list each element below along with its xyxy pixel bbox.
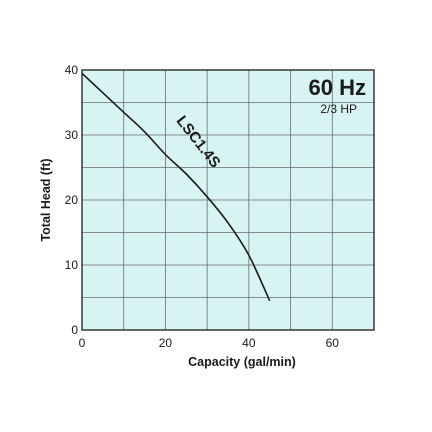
- x-axis-title: Capacity (gal/min): [188, 355, 296, 369]
- x-tick-label: 60: [326, 336, 340, 350]
- power-annotation: 2/3 HP: [320, 102, 357, 116]
- frequency-annotation: 60 Hz: [309, 75, 366, 100]
- y-tick-label: 10: [65, 258, 79, 272]
- x-tick-label: 0: [79, 336, 86, 350]
- series-line-lsc1-4s: [81, 72, 271, 302]
- x-tick-labels: 0 20 40 60: [79, 336, 340, 350]
- y-tick-label: 0: [71, 323, 78, 337]
- y-tick-label: 20: [65, 193, 79, 207]
- grid-lines: [82, 70, 374, 330]
- y-tick-labels: 0 10 20 30 40: [65, 63, 79, 337]
- x-tick-label: 20: [159, 336, 173, 350]
- x-tick-label: 40: [242, 336, 256, 350]
- y-tick-label: 40: [65, 63, 79, 77]
- plot-frame: [81, 69, 375, 331]
- y-tick-label: 30: [65, 128, 79, 142]
- y-axis-title: Total Head (ft): [39, 158, 53, 241]
